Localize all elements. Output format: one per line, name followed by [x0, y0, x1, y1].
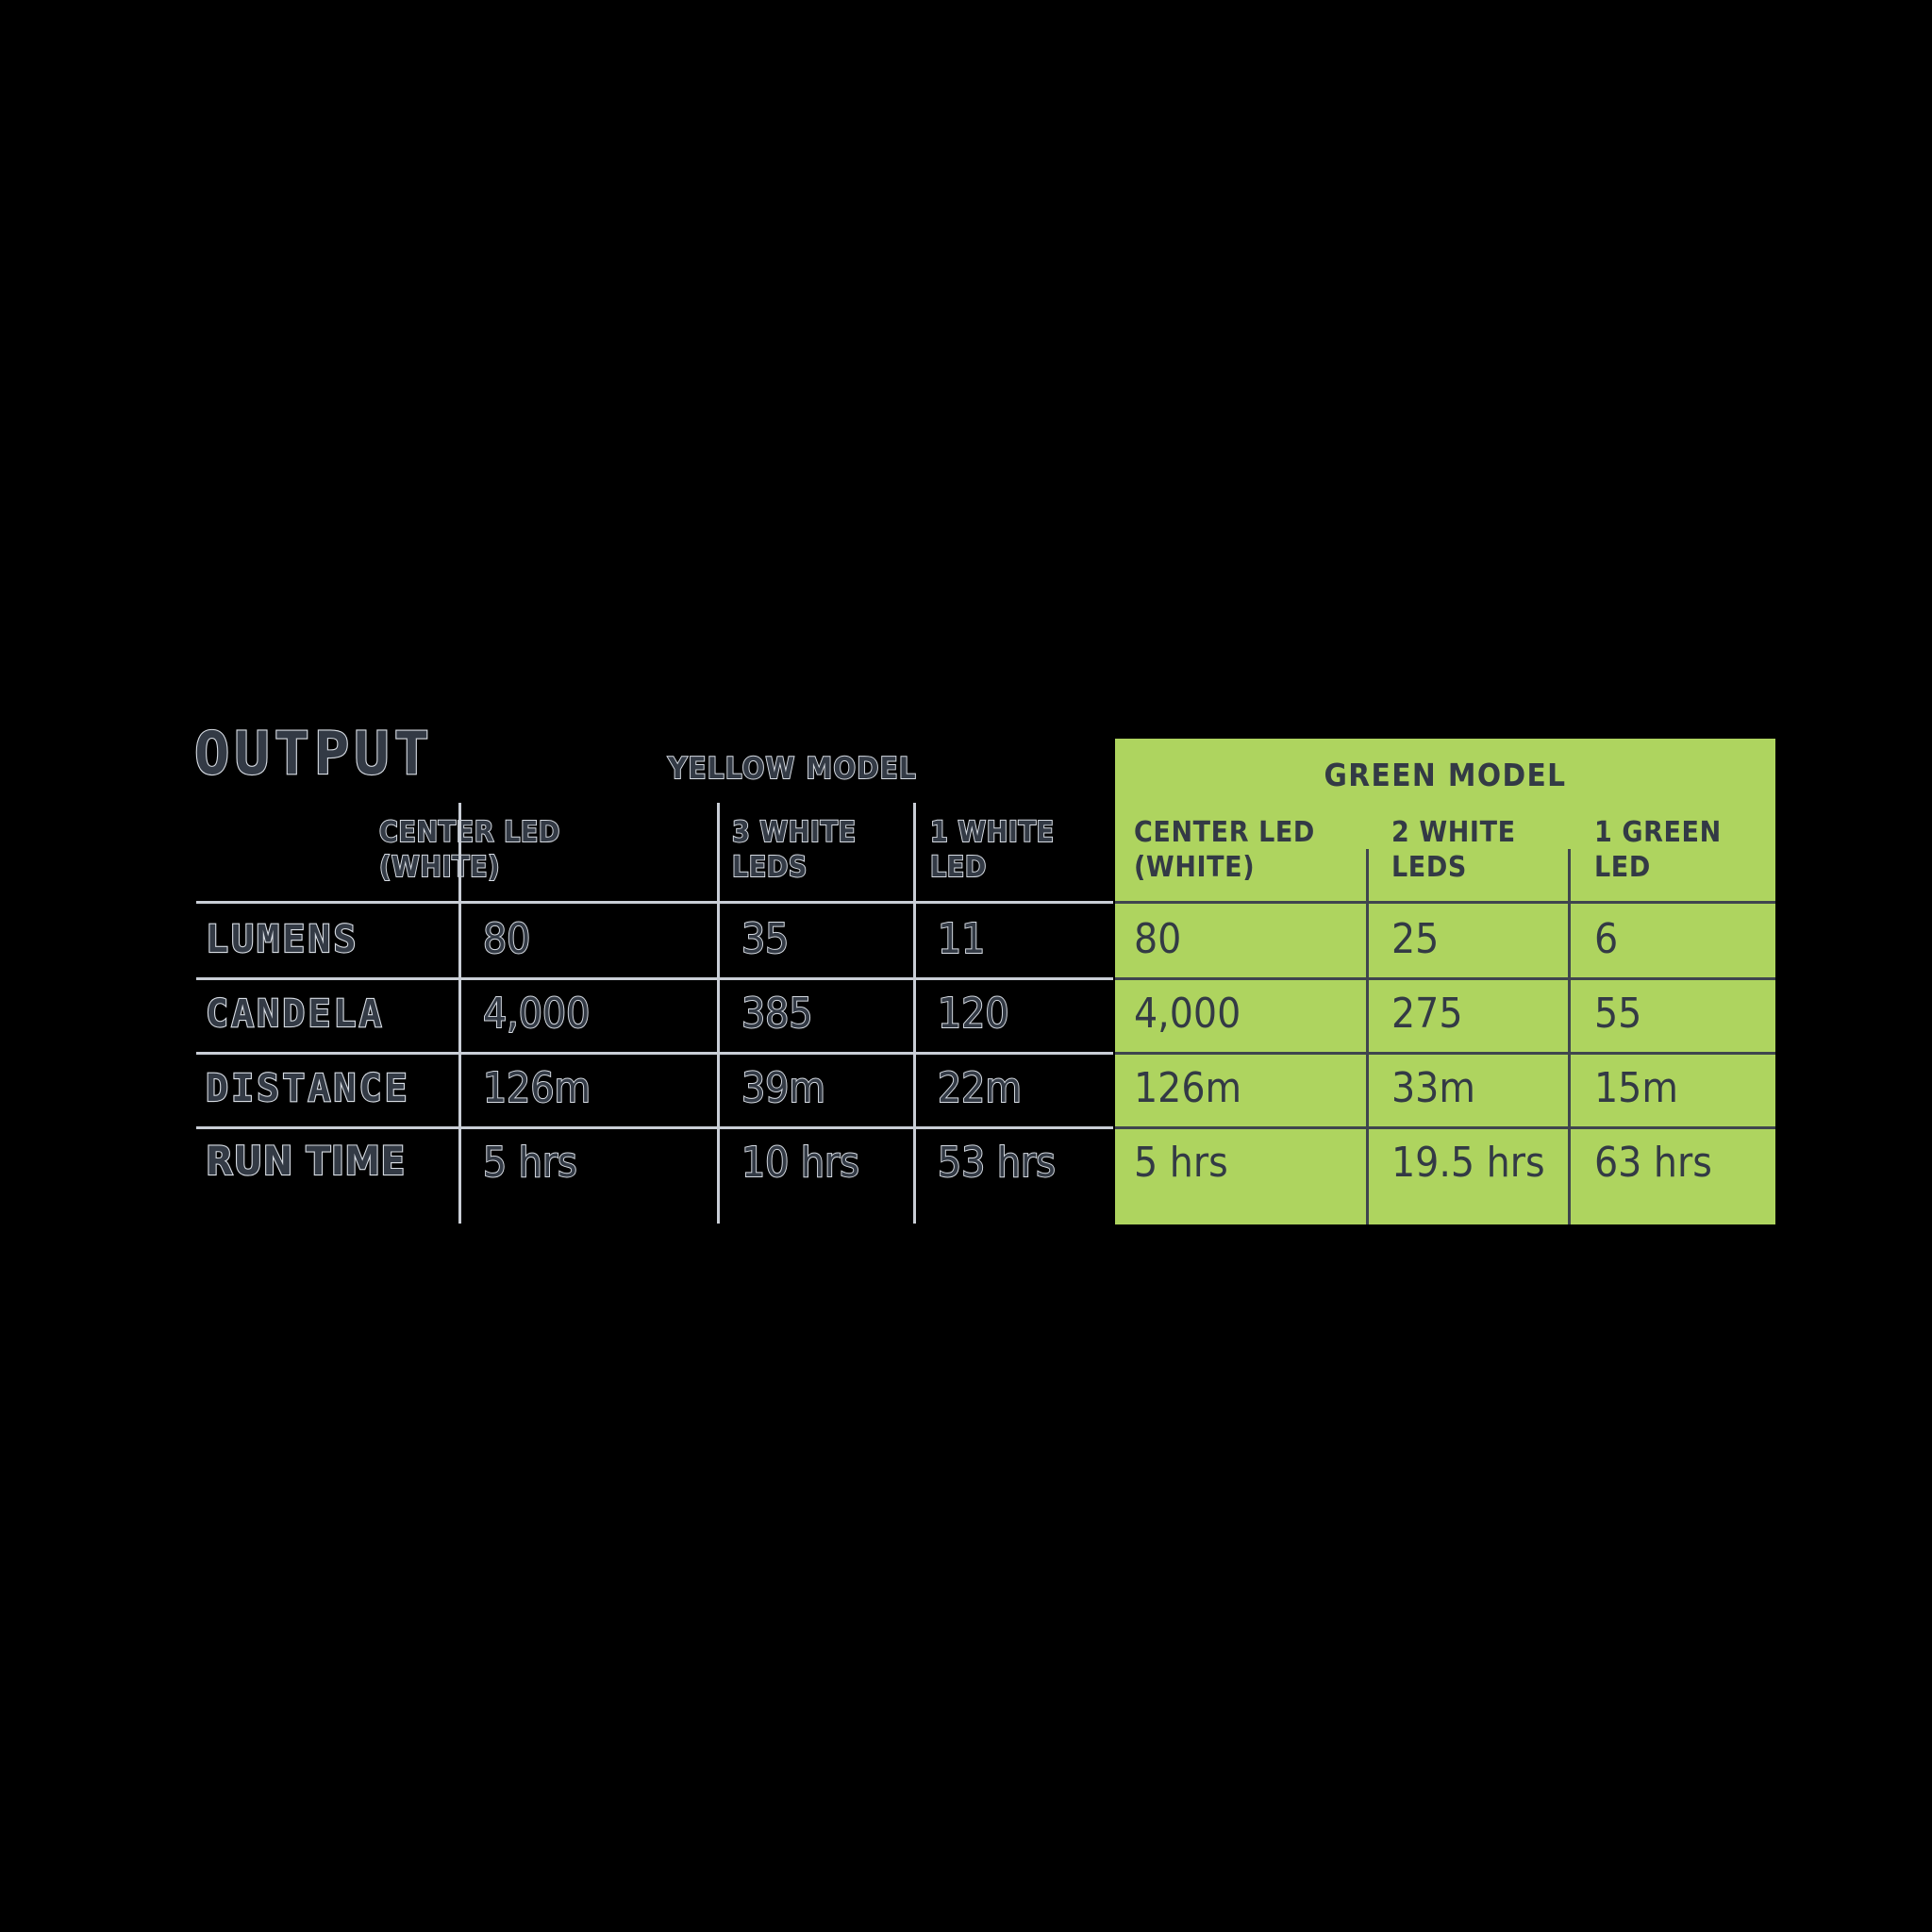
- cell-yellow-candela-1-white-led: 120: [937, 990, 1009, 1038]
- row-label-run-time: RUN TIME: [205, 1138, 407, 1184]
- column-header-line2: LEDS: [1391, 851, 1467, 884]
- cell-yellow-candela-center-led: 4,000: [482, 990, 591, 1038]
- cell-yellow-distance-1-white-led: 22m: [937, 1064, 1023, 1112]
- column-header-line1: 2 WHITE: [1391, 816, 1516, 849]
- column-header-green-0: CENTER LED (WHITE): [1134, 815, 1351, 885]
- cell-green-candela-2-white-leds: 275: [1391, 990, 1463, 1038]
- cell-green-lumens-2-white-leds: 25: [1391, 915, 1440, 963]
- cell-yellow-distance-center-led: 126m: [482, 1064, 591, 1112]
- cell-yellow-lumens-3-white-leds: 35: [741, 915, 790, 963]
- cell-green-candela-center-led: 4,000: [1134, 990, 1241, 1038]
- grid-hline-green-3: [1115, 1126, 1775, 1129]
- column-header-yellow-0: CENTER LED (WHITE): [378, 815, 568, 885]
- cell-yellow-candela-3-white-leds: 385: [741, 990, 813, 1038]
- row-label-lumens: LUMENS: [205, 918, 359, 961]
- column-header-line1: 3 WHITE: [731, 815, 857, 850]
- cell-green-distance-center-led: 126m: [1134, 1064, 1242, 1112]
- group-caption-yellow-model: YELLOW MODEL: [667, 752, 917, 786]
- cell-green-run-time-1-green-led: 63 hrs: [1594, 1139, 1712, 1187]
- column-header-line1: CENTER LED: [1134, 816, 1315, 849]
- column-header-line2: (WHITE): [1134, 851, 1256, 884]
- column-header-line2: LED: [1594, 851, 1651, 884]
- grid-hline-green-2: [1115, 1052, 1775, 1055]
- cell-green-lumens-1-green-led: 6: [1594, 915, 1619, 963]
- grid-hline-green-0: [1115, 901, 1775, 904]
- grid-hline-yellow-0: [196, 901, 1113, 904]
- row-label-distance: DISTANCE: [205, 1067, 410, 1110]
- grid-vline-green-2: [1568, 849, 1571, 1224]
- cell-green-distance-1-green-led: 15m: [1594, 1064, 1678, 1112]
- cell-green-run-time-center-led: 5 hrs: [1134, 1139, 1228, 1187]
- cell-green-run-time-2-white-leds: 19.5 hrs: [1391, 1139, 1545, 1187]
- grid-vline-yellow-2: [717, 803, 720, 1224]
- grid-vline-green-1: [1366, 849, 1369, 1224]
- column-header-yellow-1: 3 WHITE LEDS: [731, 815, 897, 885]
- cell-green-lumens-center-led: 80: [1134, 915, 1182, 963]
- cell-green-candela-1-green-led: 55: [1594, 990, 1642, 1038]
- cell-yellow-lumens-1-white-led: 11: [937, 915, 986, 963]
- grid-hline-green-1: [1115, 977, 1775, 980]
- page-title: OUTPUT: [193, 719, 434, 788]
- grid-hline-yellow-2: [196, 1052, 1113, 1055]
- cell-yellow-distance-3-white-leds: 39m: [741, 1064, 826, 1112]
- cell-yellow-run-time-center-led: 5 hrs: [482, 1139, 578, 1187]
- green-model-panel: GREEN MODEL: [1115, 739, 1775, 1224]
- column-header-yellow-2: 1 WHITE LED: [929, 815, 1095, 885]
- column-header-line2: LED: [929, 850, 987, 885]
- cell-yellow-run-time-3-white-leds: 10 hrs: [741, 1139, 860, 1187]
- column-header-line2: LEDS: [731, 850, 808, 885]
- grid-hline-yellow-3: [196, 1126, 1113, 1129]
- grid-vline-yellow-1: [458, 803, 461, 1224]
- column-header-green-2: 1 GREEN LED: [1594, 815, 1783, 885]
- column-header-line1: 1 WHITE: [929, 815, 1055, 850]
- grid-hline-yellow-1: [196, 977, 1113, 980]
- cell-yellow-lumens-center-led: 80: [482, 915, 531, 963]
- column-header-line1: 1 GREEN: [1594, 816, 1722, 849]
- column-header-line1: CENTER LED: [378, 815, 560, 850]
- column-header-green-1: 2 WHITE LEDS: [1391, 815, 1580, 885]
- column-header-line2: (WHITE): [378, 850, 501, 885]
- grid-vline-yellow-3: [913, 803, 916, 1224]
- cell-yellow-run-time-1-white-led: 53 hrs: [937, 1139, 1057, 1187]
- row-label-candela: CANDELA: [205, 992, 385, 1036]
- cell-green-distance-2-white-leds: 33m: [1391, 1064, 1475, 1112]
- group-caption-green-model: GREEN MODEL: [1324, 757, 1567, 793]
